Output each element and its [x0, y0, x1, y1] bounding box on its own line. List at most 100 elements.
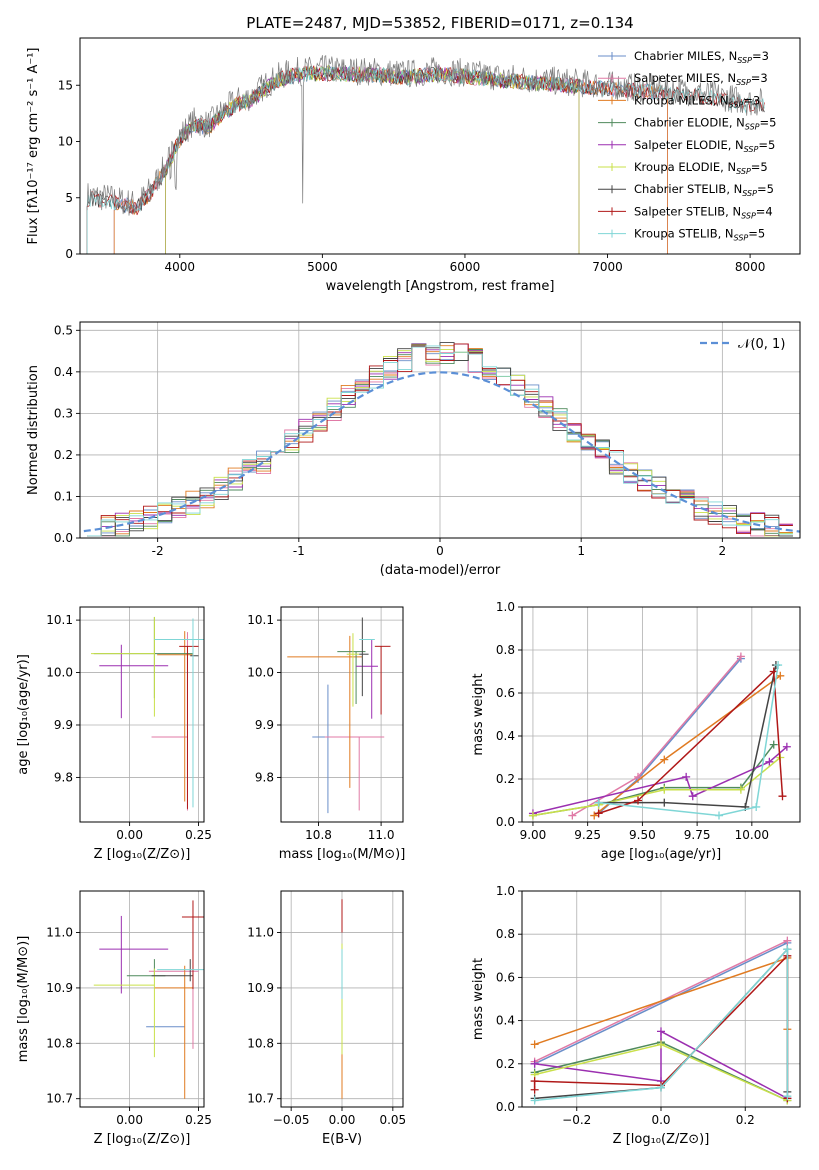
- weight-marker: [783, 1092, 792, 1101]
- weight-marker: [594, 798, 603, 807]
- legend-label-main: Chabrier ELODIE, N: [634, 116, 745, 130]
- y-axis-label: mass [log₁₀(M/M⊙)]: [16, 936, 31, 1063]
- frame-layer: 9.00 9.25 9.50 9.75 10.00 0.0 0.2 0.4 0.6 0.8 1.0 a…: [471, 600, 801, 862]
- weight-marker: [782, 742, 791, 751]
- plot-area: [91, 616, 204, 811]
- weight-line: [593, 675, 781, 817]
- legend-label: Salpeter ELODIE, NSSP=5: [634, 138, 775, 154]
- legend-label-main: Chabrier MILES, N: [634, 49, 737, 63]
- weight-line: [598, 669, 784, 815]
- legend-label-tail: =4: [756, 204, 773, 218]
- x-axis-label: Z [log₁₀(Z/Z⊙)]: [613, 1132, 710, 1147]
- x-axis-label: age [log₁₀(age/yr)]: [601, 847, 722, 862]
- y-tick-label: 9.8: [54, 770, 73, 784]
- x-tick-label: 0.00: [116, 828, 143, 842]
- y-tick-label: 10: [58, 135, 73, 149]
- x-tick-label: 7000: [592, 260, 623, 274]
- y-tick-label: 0.3: [54, 406, 73, 420]
- axes-frame: [79, 890, 205, 1108]
- x-tick-label: 8000: [735, 260, 766, 274]
- y-tick-label: 10.7: [247, 1092, 274, 1106]
- x-tick-label: -1: [293, 544, 305, 558]
- legend-label-sub: SSP: [745, 123, 760, 132]
- weight-marker: [528, 811, 537, 820]
- weight-marker: [688, 792, 697, 801]
- legend-label: Salpeter STELIB, NSSP=4: [634, 204, 773, 220]
- plot-area: [530, 936, 792, 1105]
- y-tick-label: 11.0: [247, 926, 274, 940]
- y-tick-label: 10.8: [46, 1036, 73, 1050]
- y-tick-label: 10.8: [247, 1036, 274, 1050]
- y-tick-label: 0.0: [496, 815, 515, 829]
- figure-title: PLATE=2487, MJD=53852, FIBERID=0171, z=0…: [246, 14, 633, 32]
- legend-label: Salpeter MILES, NSSP=3: [634, 71, 768, 87]
- y-axis-label: age [log₁₀(age/yr)]: [16, 654, 31, 775]
- weight-marker: [776, 671, 785, 680]
- legend-label-tail: =3: [743, 93, 760, 107]
- plot-area: [86, 55, 765, 254]
- x-axis-label: (data-model)/error: [380, 563, 501, 578]
- legend-label-tail: =3: [751, 71, 768, 85]
- y-tick-label: 0.4: [496, 1014, 515, 1028]
- observed-spectrum-line: [86, 55, 765, 216]
- y-tick-label: 0.0: [54, 531, 73, 545]
- weight-marker: [530, 1085, 539, 1094]
- y-tick-label: 0.4: [54, 365, 73, 379]
- legend-label: Kroupa STELIB, NSSP=5: [634, 227, 765, 243]
- weight-marker: [783, 936, 792, 945]
- y-tick-label: 10.0: [247, 666, 274, 680]
- legend-label-main: Salpeter ELODIE, N: [634, 138, 744, 152]
- plot-area: [528, 652, 791, 820]
- x-tick-label: 9.25: [574, 828, 601, 842]
- y-tick-label: 0.8: [496, 643, 515, 657]
- y-axis-label: mass weight: [471, 673, 486, 755]
- residuals-panel: -2 -1 0 1 2 0.0 0.1 0.2 0.3 0.4 0.5 (data-model)/er…: [26, 321, 801, 578]
- weight-marker: [530, 1077, 539, 1086]
- legend-label-sub: SSP: [736, 167, 751, 176]
- y-axis-label: mass weight: [471, 958, 486, 1040]
- legend-label-main: Kroupa MILES, N: [634, 93, 729, 107]
- model-spectrum-line: [165, 65, 580, 254]
- x-tick-label: 0.00: [116, 1113, 143, 1127]
- legend-label-tail: =5: [748, 227, 765, 241]
- age-weight-panel: 9.00 9.25 9.50 9.75 10.00 0.0 0.2 0.4 0.6 0.8 1.0 a…: [471, 600, 801, 862]
- weight-marker: [657, 1083, 665, 1092]
- x-tick-label: 0.25: [185, 828, 212, 842]
- x-tick-label: 4000: [165, 260, 196, 274]
- weight-marker: [736, 652, 745, 661]
- weight-marker: [765, 757, 774, 766]
- weight-marker: [657, 1027, 665, 1036]
- legend-label-tail: =5: [757, 182, 774, 196]
- frame-layer: 10.8 11.0 9.8 9.9 10.0 10.1 mass [log₁₀(M/M⊙)]: [247, 606, 405, 862]
- axes-frame: [79, 606, 205, 823]
- model-spectrum-line: [113, 65, 668, 254]
- legend-label-tail: =5: [758, 138, 775, 152]
- y-tick-label: 1.0: [496, 884, 515, 898]
- weight-marker: [715, 811, 724, 820]
- legend-label-main: Salpeter MILES, N: [634, 71, 736, 85]
- plot-area: [80, 342, 800, 537]
- y-tick-label: 15: [58, 78, 73, 92]
- y-tick-label: 9.8: [255, 770, 274, 784]
- x-axis-label: wavelength [Angstrom, rest frame]: [326, 279, 555, 294]
- y-tick-label: 0.2: [496, 1057, 515, 1071]
- y-tick-label: 0.2: [54, 448, 73, 462]
- y-tick-label: 10.0: [46, 666, 73, 680]
- weight-marker: [783, 945, 792, 954]
- y-tick-label: 9.9: [54, 718, 73, 732]
- legend-label-main: Kroupa ELODIE, N: [634, 160, 736, 174]
- y-tick-label: 1.0: [496, 600, 515, 614]
- weight-line: [534, 947, 789, 1102]
- ebv-mass-panel: −0.05 0.00 0.05 10.7 10.8 10.9 11.0 E(B-V): [247, 890, 406, 1147]
- x-tick-label: 10.8: [305, 828, 332, 842]
- weight-marker: [634, 796, 643, 805]
- legend-label: Kroupa ELODIE, NSSP=5: [634, 160, 768, 176]
- plot-area: [287, 617, 391, 814]
- y-tick-label: 0.4: [496, 729, 515, 743]
- weight-marker: [657, 1040, 665, 1049]
- legend-label: Kroupa MILES, NSSP=3: [634, 93, 760, 109]
- model-spectrum-line: [86, 65, 765, 254]
- x-tick-label: 0.00: [329, 1113, 356, 1127]
- model-spectrum-line: [113, 65, 668, 254]
